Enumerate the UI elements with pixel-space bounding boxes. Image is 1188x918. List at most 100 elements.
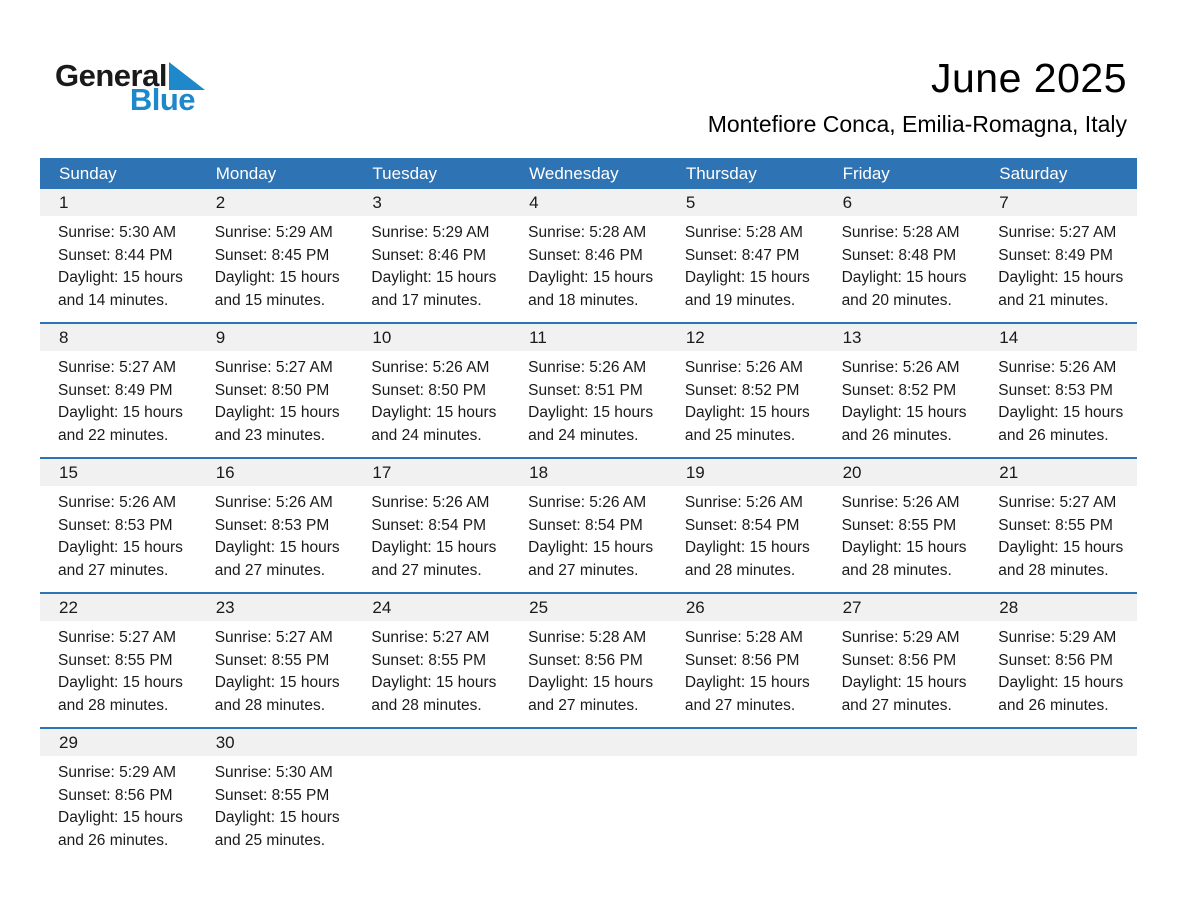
day-number: 13	[842, 327, 862, 347]
day-info-line: Sunrise: 5:27 AM	[371, 629, 490, 646]
weekday-header-saturday: Saturday	[999, 163, 1068, 183]
logo-row-top: General	[55, 60, 205, 91]
day-cell: Sunrise: 5:26 AM Sunset: 8:52 PM Daylight:…	[824, 351, 981, 447]
day-number: 25	[529, 597, 549, 617]
day-info-line: and 19 minutes.	[684, 291, 796, 309]
day-info-line: Sunset: 8:53 PM	[998, 381, 1113, 399]
day-info-line: Sunset: 8:47 PM	[684, 246, 800, 264]
week-row: 8 9 10 11 12 13 14 Sunrise: 5:27 AM Sunset: 8:49…	[40, 322, 1137, 457]
day-info-line: and 21 minutes.	[998, 291, 1109, 309]
day-info-line: Daylight: 15 hours	[58, 404, 183, 421]
day-info-line: Sunrise: 5:28 AM	[528, 629, 647, 646]
day-number: 26	[685, 597, 705, 617]
day-info-line: and 27 minutes.	[214, 561, 325, 579]
page-title: June 2025	[930, 55, 1127, 101]
day-info-line: Daylight: 15 hours	[371, 539, 497, 556]
day-info-line: and 27 minutes.	[528, 561, 639, 579]
day-info-line: and 26 minutes.	[58, 831, 169, 849]
day-info-line: Sunset: 8:55 PM	[841, 516, 957, 534]
day-content-band: Sunrise: 5:29 AM Sunset: 8:56 PM Daylight:…	[40, 756, 1137, 852]
day-cell: Sunrise: 5:26 AM Sunset: 8:53 PM Daylight:…	[980, 351, 1137, 447]
day-number: 29	[59, 732, 78, 752]
day-info-line: Sunrise: 5:29 AM	[214, 224, 333, 241]
day-info-line: Sunset: 8:51 PM	[528, 381, 643, 399]
day-cell-empty	[980, 756, 1137, 852]
day-number: 16	[215, 462, 235, 482]
day-info-line: Sunset: 8:48 PM	[841, 246, 957, 264]
day-cell: Sunrise: 5:29 AM Sunset: 8:45 PM Daylight:…	[197, 216, 354, 312]
day-info-line: Sunset: 8:44 PM	[58, 246, 173, 264]
day-cell: Sunrise: 5:26 AM Sunset: 8:53 PM Daylight:…	[40, 486, 197, 582]
day-info-line: and 27 minutes.	[371, 561, 482, 579]
day-info-line: Daylight: 15 hours	[684, 404, 810, 421]
day-cell-empty	[510, 756, 667, 852]
day-cell: Sunrise: 5:26 AM Sunset: 8:53 PM Daylight:…	[197, 486, 354, 582]
day-info-line: and 23 minutes.	[214, 426, 325, 444]
day-info-line: Daylight: 15 hours	[371, 269, 497, 286]
day-content-band: Sunrise: 5:26 AM Sunset: 8:53 PM Daylight:…	[40, 486, 1137, 582]
day-cell: Sunrise: 5:26 AM Sunset: 8:51 PM Daylight:…	[510, 351, 667, 447]
day-number-band: 29 30	[40, 729, 1137, 756]
day-cell-empty	[353, 756, 510, 852]
day-info-line: and 27 minutes.	[58, 561, 169, 579]
weekday-header-sunday: Sunday	[59, 163, 117, 183]
day-info-line: Sunset: 8:55 PM	[58, 651, 173, 669]
day-info-line: Daylight: 15 hours	[371, 674, 497, 691]
day-cell: Sunrise: 5:28 AM Sunset: 8:46 PM Daylight:…	[510, 216, 667, 312]
day-cell: Sunrise: 5:26 AM Sunset: 8:54 PM Daylight:…	[353, 486, 510, 582]
day-info-line: Daylight: 15 hours	[58, 674, 183, 691]
day-cell: Sunrise: 5:28 AM Sunset: 8:56 PM Daylight:…	[667, 621, 824, 717]
day-info-line: Sunset: 8:49 PM	[998, 246, 1113, 264]
week-row: 29 30 Sunrise: 5:29 AM Sunset: 8:56 PM Dayli…	[40, 727, 1137, 862]
day-info-line: Sunset: 8:45 PM	[214, 246, 330, 264]
day-info-line: Sunrise: 5:27 AM	[58, 629, 177, 646]
week-row: 1 2 3 4 5 6 7 Sunrise: 5:30 AM Sunset: 8:44 PM Da…	[40, 189, 1137, 322]
day-info-line: Daylight: 15 hours	[214, 809, 340, 826]
day-info-line: and 26 minutes.	[841, 426, 952, 444]
day-info-line: and 25 minutes.	[684, 426, 796, 444]
day-info-line: Sunrise: 5:26 AM	[371, 494, 490, 511]
day-info-line: Sunrise: 5:26 AM	[58, 494, 177, 511]
general-blue-logo: General Blue	[55, 60, 205, 115]
day-info-line: Sunrise: 5:30 AM	[58, 224, 177, 241]
day-info-line: Sunrise: 5:28 AM	[528, 224, 647, 241]
day-info-line: Daylight: 15 hours	[684, 269, 810, 286]
day-info-line: Daylight: 15 hours	[998, 269, 1124, 286]
week-row: 22 23 24 25 26 27 28 Sunrise: 5:27 AM Sunset: 8:…	[40, 592, 1137, 727]
day-cell: Sunrise: 5:27 AM Sunset: 8:49 PM Daylight:…	[40, 351, 197, 447]
day-info-line: Sunset: 8:54 PM	[528, 516, 643, 534]
day-number: 28	[999, 597, 1019, 617]
day-number-band: 22 23 24 25 26 27 28	[40, 594, 1137, 621]
day-info-line: and 28 minutes.	[998, 561, 1109, 579]
day-cell: Sunrise: 5:26 AM Sunset: 8:54 PM Daylight:…	[510, 486, 667, 582]
day-content-band: Sunrise: 5:27 AM Sunset: 8:55 PM Daylight:…	[40, 621, 1137, 717]
day-info-line: Daylight: 15 hours	[58, 539, 183, 556]
day-info-line: Daylight: 15 hours	[371, 404, 497, 421]
day-cell: Sunrise: 5:28 AM Sunset: 8:47 PM Daylight:…	[667, 216, 824, 312]
day-cell: Sunrise: 5:27 AM Sunset: 8:55 PM Daylight:…	[980, 486, 1137, 582]
day-cell: Sunrise: 5:26 AM Sunset: 8:55 PM Daylight:…	[824, 486, 981, 582]
day-number: 7	[999, 192, 1009, 212]
day-cell: Sunrise: 5:26 AM Sunset: 8:52 PM Daylight:…	[667, 351, 824, 447]
day-info-line: and 27 minutes.	[684, 696, 796, 714]
day-info-line: and 22 minutes.	[58, 426, 169, 444]
day-info-line: Sunrise: 5:27 AM	[58, 359, 177, 376]
day-info-line: Daylight: 15 hours	[684, 539, 810, 556]
day-number: 14	[999, 327, 1019, 347]
weekday-header-wednesday: Wednesday	[529, 163, 619, 183]
day-number: 18	[529, 462, 549, 482]
day-cell: Sunrise: 5:28 AM Sunset: 8:48 PM Daylight:…	[824, 216, 981, 312]
day-info-line: and 15 minutes.	[214, 291, 325, 309]
day-number: 15	[59, 462, 78, 482]
day-info-line: and 28 minutes.	[841, 561, 952, 579]
day-info-line: Sunrise: 5:28 AM	[684, 224, 803, 241]
day-info-line: Sunrise: 5:29 AM	[998, 629, 1117, 646]
day-info-line: Daylight: 15 hours	[841, 539, 967, 556]
day-content-band: Sunrise: 5:27 AM Sunset: 8:49 PM Daylight:…	[40, 351, 1137, 447]
day-cell: Sunrise: 5:27 AM Sunset: 8:55 PM Daylight:…	[353, 621, 510, 717]
day-info-line: Daylight: 15 hours	[214, 404, 340, 421]
day-number-band: 15 16 17 18 19 20 21	[40, 459, 1137, 486]
day-info-line: Sunrise: 5:26 AM	[684, 359, 803, 376]
day-info-line: Sunset: 8:55 PM	[998, 516, 1113, 534]
